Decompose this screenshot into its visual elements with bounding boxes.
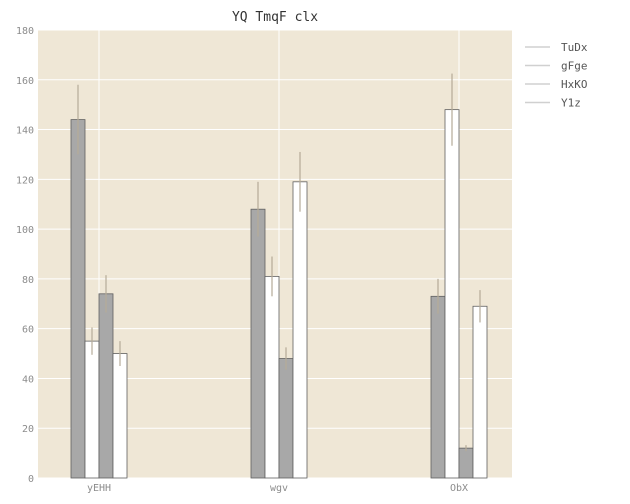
legend: TuDx gFge HxKO Y1z xyxy=(525,41,588,110)
x-tick-label: ObX xyxy=(450,483,468,494)
x-axis-ticks: yEHH wgv ObX xyxy=(87,483,468,494)
bar-Y1z-wgv xyxy=(292,181,308,479)
y-tick-label: 160 xyxy=(16,76,34,87)
legend-label: gFge xyxy=(561,60,588,73)
y-tick-label: 60 xyxy=(22,325,34,336)
bar-HxKO-wgv xyxy=(278,358,294,479)
y-tick-label: 80 xyxy=(22,275,34,286)
y-tick-label: 100 xyxy=(16,225,34,236)
bar-HxKO-ObX xyxy=(458,447,474,479)
bar-gFge-ObX xyxy=(444,109,460,479)
y-tick-label: 40 xyxy=(22,374,34,385)
bar-gFge-wgv xyxy=(264,275,280,479)
y-tick-label: 180 xyxy=(16,26,34,37)
bar-TuDx-yEHH xyxy=(70,119,86,479)
bar-gFge-yEHH xyxy=(84,340,100,479)
bar-Y1z-yEHH xyxy=(112,353,128,479)
bars-group xyxy=(70,73,488,479)
x-tick-label: wgv xyxy=(270,483,288,494)
x-tick-label: yEHH xyxy=(87,483,111,494)
y-tick-label: 120 xyxy=(16,175,34,186)
chart-title: YQ TmqF clx xyxy=(232,10,318,25)
y-axis-ticks: 0 20 40 60 80 100 120 140 160 180 xyxy=(16,26,34,485)
legend-label: HxKO xyxy=(561,78,588,91)
bar-HxKO-yEHH xyxy=(98,293,114,479)
bar-TuDx-ObX xyxy=(430,295,446,479)
bar-TuDx-wgv xyxy=(250,208,266,479)
y-tick-label: 20 xyxy=(22,424,34,435)
legend-label: Y1z xyxy=(561,97,581,110)
legend-label: TuDx xyxy=(561,41,588,54)
y-tick-label: 0 xyxy=(28,474,34,485)
bar-Y1z-ObX xyxy=(472,305,488,479)
y-tick-label: 140 xyxy=(16,126,34,137)
